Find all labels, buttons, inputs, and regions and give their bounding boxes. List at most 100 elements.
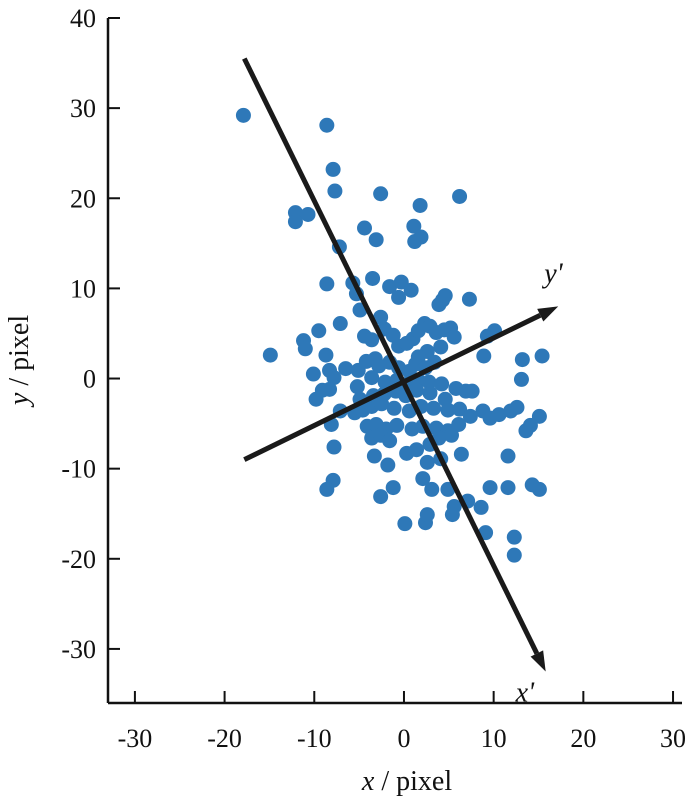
data-point bbox=[391, 289, 407, 305]
data-point bbox=[319, 481, 335, 497]
data-point bbox=[305, 366, 321, 382]
data-point bbox=[531, 481, 547, 497]
y-prime-label: y' bbox=[541, 258, 563, 289]
x-tick-label: -30 bbox=[118, 724, 153, 753]
data-point bbox=[451, 416, 467, 432]
data-point bbox=[386, 400, 402, 416]
data-point bbox=[476, 348, 492, 364]
data-point bbox=[464, 383, 480, 399]
data-point bbox=[393, 274, 409, 290]
x-prime-label: x' bbox=[515, 677, 535, 708]
x-axis-title: x / pixel bbox=[361, 766, 452, 797]
data-point bbox=[377, 374, 393, 390]
x-tick-label: -10 bbox=[297, 724, 332, 753]
y-tick-label: 30 bbox=[70, 94, 96, 123]
data-point bbox=[509, 399, 525, 415]
data-point bbox=[473, 499, 489, 515]
data-point bbox=[444, 507, 460, 523]
data-point bbox=[415, 471, 431, 487]
data-point bbox=[311, 323, 327, 339]
data-point bbox=[366, 448, 382, 464]
x-tick-label: 30 bbox=[660, 724, 686, 753]
data-point bbox=[373, 489, 389, 505]
data-point bbox=[437, 288, 453, 304]
principal-axes: x' y' bbox=[242, 57, 564, 708]
data-point bbox=[422, 385, 438, 401]
data-point bbox=[297, 341, 313, 357]
x-tick-label: 20 bbox=[570, 724, 596, 753]
y-tick-label: -30 bbox=[61, 635, 96, 664]
data-point bbox=[500, 480, 516, 496]
data-point bbox=[452, 401, 468, 417]
axis-arrow-shaft bbox=[243, 312, 542, 462]
data-point bbox=[357, 220, 373, 236]
data-point bbox=[300, 206, 316, 222]
data-point bbox=[262, 347, 278, 363]
data-point bbox=[287, 214, 303, 230]
data-point bbox=[368, 232, 384, 248]
x-tick-label: 10 bbox=[481, 724, 507, 753]
data-point bbox=[326, 439, 342, 455]
data-point bbox=[500, 448, 516, 464]
y-tick-label: 0 bbox=[83, 365, 96, 394]
data-point bbox=[446, 329, 462, 345]
axis-ticks: -30 -20 -10 0 10 20 30 -30 -20 -10 0 10 20 30 40 bbox=[61, 4, 686, 753]
data-point bbox=[412, 197, 428, 213]
data-point bbox=[434, 376, 450, 392]
data-point bbox=[421, 374, 437, 390]
data-point bbox=[514, 352, 530, 368]
data-point bbox=[444, 427, 460, 443]
data-point bbox=[419, 507, 435, 523]
data-point bbox=[338, 361, 354, 377]
y-tick-label: -10 bbox=[61, 455, 96, 484]
y-tick-label: 20 bbox=[70, 184, 96, 213]
data-point bbox=[513, 371, 529, 387]
data-point bbox=[406, 218, 422, 234]
data-point bbox=[382, 279, 398, 295]
data-point bbox=[327, 183, 343, 199]
data-point bbox=[325, 161, 341, 177]
data-point bbox=[506, 529, 522, 545]
data-point bbox=[518, 423, 534, 439]
x-tick-label: 0 bbox=[397, 724, 410, 753]
data-point bbox=[440, 402, 456, 418]
data-point bbox=[326, 370, 342, 386]
axis-arrow-shaft bbox=[242, 57, 540, 655]
data-point bbox=[364, 332, 380, 348]
data-point bbox=[385, 480, 401, 496]
data-point bbox=[426, 400, 442, 416]
data-point bbox=[534, 348, 550, 364]
data-point bbox=[424, 481, 440, 497]
data-point bbox=[413, 229, 429, 245]
data-point bbox=[452, 188, 468, 204]
data-point bbox=[319, 117, 335, 133]
data-point bbox=[433, 339, 449, 355]
data-point bbox=[453, 446, 469, 462]
data-point bbox=[506, 547, 522, 563]
data-point bbox=[462, 408, 478, 424]
data-point bbox=[374, 396, 390, 412]
data-point bbox=[389, 417, 405, 433]
data-point bbox=[380, 457, 396, 473]
axis-arrowhead bbox=[537, 306, 559, 322]
data-point bbox=[409, 442, 425, 458]
data-point bbox=[318, 347, 334, 363]
data-point bbox=[373, 309, 389, 325]
axis-arrowhead bbox=[530, 650, 546, 672]
data-point bbox=[403, 282, 419, 298]
y-tick-label: -20 bbox=[61, 545, 96, 574]
data-point bbox=[419, 454, 435, 470]
data-point bbox=[373, 186, 389, 202]
data-point bbox=[364, 370, 380, 386]
data-point bbox=[461, 291, 477, 307]
plot-frame bbox=[106, 18, 682, 705]
y-tick-label: 10 bbox=[70, 274, 96, 303]
data-point bbox=[322, 381, 338, 397]
x-tick-label: -20 bbox=[207, 724, 242, 753]
data-point bbox=[531, 408, 547, 424]
data-point bbox=[319, 276, 335, 292]
data-point bbox=[491, 407, 507, 423]
data-point bbox=[365, 270, 381, 286]
data-point bbox=[409, 382, 425, 398]
